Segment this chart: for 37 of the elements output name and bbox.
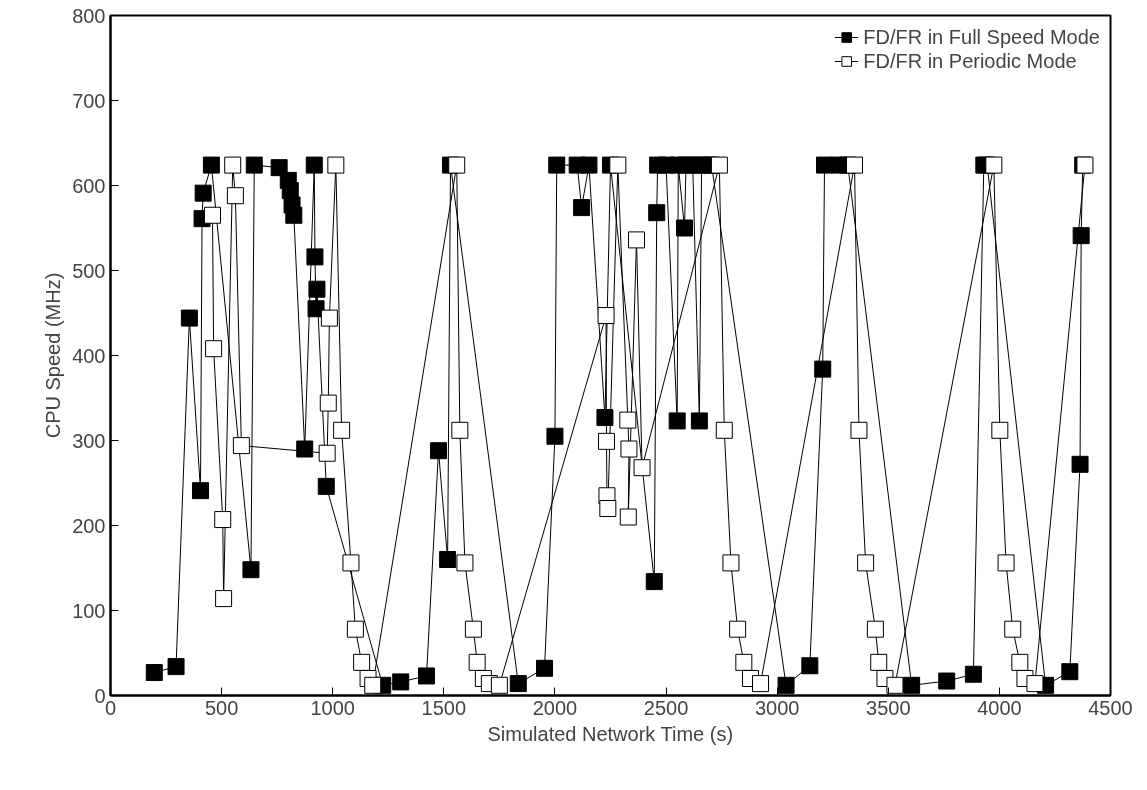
x-tick-label: 3000 bbox=[754, 696, 800, 719]
x-axis-title: Simulated Network Time (s) bbox=[487, 722, 734, 745]
point bbox=[985, 156, 1003, 174]
x-tick-label: 1500 bbox=[421, 696, 467, 719]
y-tick-label: 100 bbox=[72, 599, 106, 622]
point bbox=[448, 156, 466, 174]
point bbox=[609, 156, 627, 174]
y-tick-label: 400 bbox=[72, 344, 106, 367]
point bbox=[846, 156, 863, 174]
y-axis-title: CPU Speed (MHz) bbox=[42, 272, 65, 439]
point bbox=[342, 554, 360, 572]
point bbox=[619, 411, 637, 429]
y-tick-label: 500 bbox=[72, 259, 106, 282]
y-tick-label: 300 bbox=[72, 429, 106, 452]
x-tick-label: 4500 bbox=[1088, 696, 1133, 719]
legend-label: FD/FR in Full Speed Mode bbox=[863, 25, 1100, 49]
y-tick-label: 600 bbox=[72, 174, 106, 197]
y-tick-label: 700 bbox=[72, 89, 106, 112]
point bbox=[226, 187, 244, 205]
x-tick-label: 2000 bbox=[532, 696, 578, 719]
point bbox=[318, 444, 336, 462]
x-tick-label: 1000 bbox=[310, 696, 355, 719]
point bbox=[319, 394, 337, 412]
legend-label: FD/FR in Periodic Mode bbox=[863, 49, 1077, 73]
x-tick-label: 4000 bbox=[977, 696, 1022, 719]
point bbox=[232, 437, 250, 455]
point bbox=[214, 511, 232, 529]
point bbox=[597, 307, 615, 325]
point bbox=[1026, 675, 1044, 693]
point bbox=[364, 676, 382, 694]
x-tick-label: 500 bbox=[204, 696, 239, 719]
y-tick-label: 200 bbox=[72, 514, 106, 537]
x-tick-label: 2500 bbox=[643, 696, 689, 719]
point bbox=[204, 206, 221, 224]
x-tick-label: 3500 bbox=[866, 696, 911, 719]
y-tick-label: 800 bbox=[72, 4, 106, 27]
point bbox=[710, 156, 728, 174]
